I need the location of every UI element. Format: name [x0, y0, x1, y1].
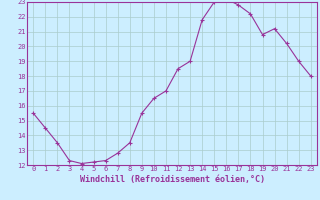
X-axis label: Windchill (Refroidissement éolien,°C): Windchill (Refroidissement éolien,°C) [79, 175, 265, 184]
